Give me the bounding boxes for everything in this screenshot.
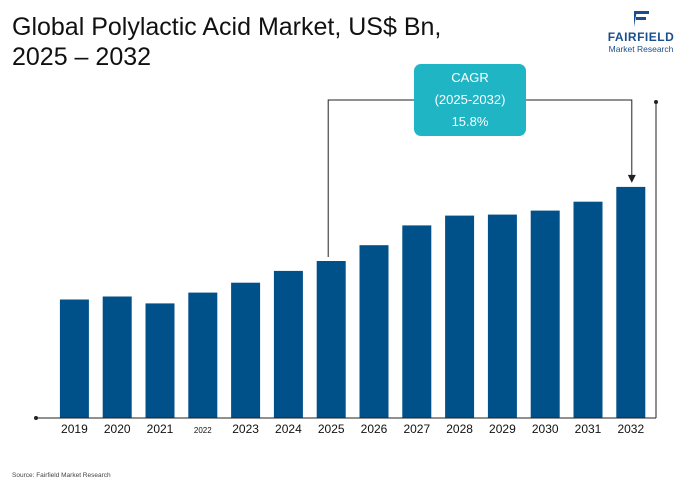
chart-title-line1: Global Polylactic Acid Market, US$ Bn, [12,13,442,41]
logo-name: FAIRFIELD [607,30,675,44]
logo-flag-icon [634,11,649,27]
x-axis-start-dot [34,416,38,420]
logo-subtitle: Market Research [608,44,674,54]
bar-2022 [188,292,218,418]
bar-2020 [102,296,132,418]
bar-2025 [316,261,346,418]
bar-2024 [273,270,303,418]
cagr-period: (2025-2032) [435,92,506,107]
bars-layer [59,186,646,418]
x-tick-2030: 2030 [532,422,559,436]
bar-2028 [445,215,475,418]
x-tick-2022: 2022 [194,426,212,435]
cagr-callout: CAGR (2025-2032) 15.8% [327,64,636,257]
bar-2023 [231,282,261,418]
cagr-arrow-icon [627,174,636,183]
cagr-box [414,64,526,136]
bar-2031 [573,201,603,418]
chart-title-line2: 2025 – 2032 [12,43,152,71]
cagr-value: 15.8% [452,114,489,129]
bar-2030 [530,210,560,418]
x-tick-labels: 2019 2020 2021 2022 2023 2024 2025 2026 2027 2028… [61,422,644,436]
y-axis-end-dot [654,100,658,104]
x-tick-2021: 2021 [147,422,174,436]
x-tick-2024: 2024 [275,422,302,436]
x-tick-2028: 2028 [446,422,473,436]
chart-title: Global Polylactic Acid Market, US$ Bn, 2… [12,12,552,72]
brand-logo: FAIRFIELD Market Research [596,8,686,58]
bar-2019 [59,299,89,418]
bar-2029 [487,214,517,418]
x-tick-2020: 2020 [104,422,131,436]
bar-2021 [145,303,175,418]
source-note: Source: Fairfield Market Research [12,472,111,479]
bar-2027 [402,225,432,418]
bar-2032 [616,186,646,418]
x-tick-2026: 2026 [361,422,388,436]
bar-2026 [359,245,389,418]
x-tick-2029: 2029 [489,422,516,436]
x-tick-2031: 2031 [575,422,602,436]
x-tick-2019: 2019 [61,422,88,436]
cagr-label: CAGR [451,70,489,85]
x-tick-2023: 2023 [232,422,259,436]
x-tick-2027: 2027 [403,422,430,436]
x-tick-2025: 2025 [318,422,345,436]
x-tick-2032: 2032 [617,422,644,436]
